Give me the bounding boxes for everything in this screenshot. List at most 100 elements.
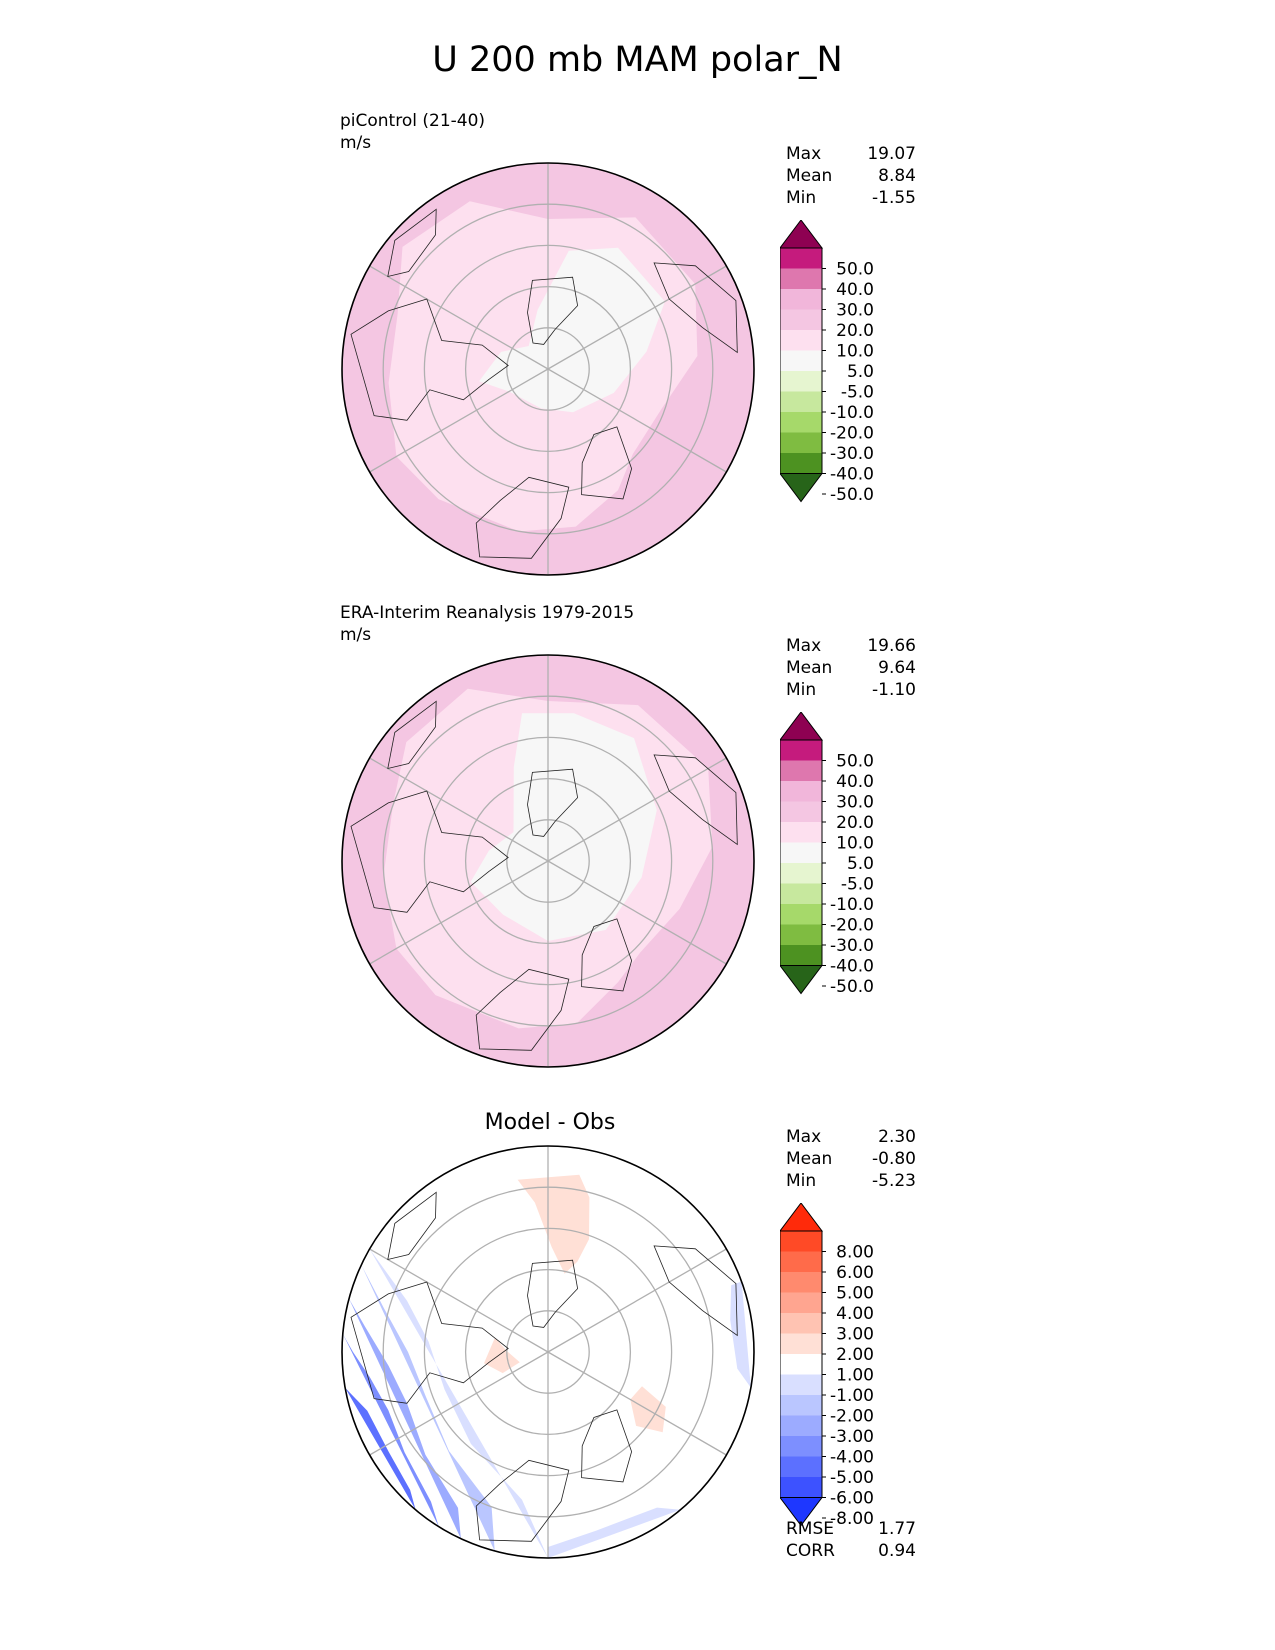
longitude-line <box>369 265 549 370</box>
panel-2-colorbar: 50.040.030.020.010.05.0-5.0-10.0-20.0-30… <box>780 712 874 996</box>
colorbar-tick-label: -4.00 <box>830 1448 874 1468</box>
colorbar-bin <box>780 904 822 925</box>
coastline <box>350 1281 509 1404</box>
coastline <box>387 700 437 770</box>
panel-2-header: ERA-Interim Reanalysis 1979-2015 m/s <box>340 602 634 646</box>
colorbar-extend-max <box>780 220 823 249</box>
colorbar-bin <box>780 924 822 946</box>
longitude-line <box>369 1248 549 1353</box>
colorbar-frame <box>780 247 823 474</box>
stat-label: Min <box>786 680 817 700</box>
stat-value: -0.80 <box>872 1149 916 1169</box>
colorbar-tick-label: -5.00 <box>830 1468 874 1488</box>
map-field <box>342 163 754 575</box>
panel-1-units: m/s <box>340 133 372 153</box>
colorbar-bin <box>780 1333 822 1355</box>
longitude-line <box>547 265 727 370</box>
colorbar-bin <box>780 883 822 905</box>
colorbar-tick-label: -8.00 <box>830 1509 874 1528</box>
colorbar-extend-max <box>780 1203 823 1232</box>
colorbar-tick-label: -20.0 <box>830 916 874 936</box>
contour-neg5-5 <box>470 713 657 941</box>
colorbar-bin <box>780 371 822 392</box>
colorbar-bin <box>780 412 822 433</box>
colorbar-bin <box>780 1251 822 1273</box>
map-boundary <box>341 1145 755 1559</box>
stat-value: 9.64 <box>878 658 916 678</box>
contour-neg2-neg1-europe <box>548 1507 681 1558</box>
colorbar-tick-label: -2.00 <box>830 1407 874 1427</box>
contour-pos1-2-pacific <box>517 1174 590 1274</box>
colorbar-tick-label: -50.0 <box>830 977 874 996</box>
coastline <box>653 1245 738 1337</box>
colorbar-bin <box>780 1313 822 1334</box>
colorbar-tick-label: 40.0 <box>836 772 874 792</box>
colorbar-bin <box>780 945 822 966</box>
longitude-line <box>547 1248 727 1353</box>
panel-1-stats: Max 19.07 Mean 8.84 Min -1.55 <box>786 143 916 209</box>
longitude-line <box>547 757 727 862</box>
colorbar-tick-label: 4.00 <box>836 1304 874 1324</box>
colorbar-tick-label: 2.00 <box>836 1345 874 1365</box>
colorbar-tick-label: 50.0 <box>836 752 874 772</box>
coastline <box>475 968 570 1051</box>
stat-label: Mean <box>786 658 833 678</box>
colorbar-tick-label: -20.0 <box>830 424 874 444</box>
stat-label: Mean <box>786 1149 833 1169</box>
colorbar-bin <box>780 863 822 884</box>
coastline <box>527 276 579 345</box>
panel-3-colorbar: 8.006.005.004.003.002.001.00-1.00-2.00-3… <box>780 1203 874 1528</box>
colorbar-tick-label: 3.00 <box>836 1325 874 1345</box>
colorbar-tick-label: -10.0 <box>830 895 874 915</box>
contour-pos1-2-canada <box>484 1337 520 1374</box>
panel-2-title: ERA-Interim Reanalysis 1979-2015 <box>340 603 635 623</box>
coastline <box>581 426 633 500</box>
coastline <box>475 476 570 559</box>
metric-label: CORR <box>786 1541 835 1561</box>
colorbar-tick-label: -5.0 <box>841 383 874 403</box>
stat-label: Mean <box>786 166 833 186</box>
map-boundary <box>341 162 755 576</box>
colorbar-tick-label: -40.0 <box>830 957 874 977</box>
coastline <box>581 1409 633 1483</box>
colorbar-tick-label: 30.0 <box>836 301 874 321</box>
colorbar-bin <box>780 1374 822 1396</box>
colorbar-bin <box>780 1395 822 1416</box>
stat-label: Max <box>786 1127 822 1147</box>
panel-3-polar-map <box>341 1145 755 1559</box>
colorbar-tick-label: -40.0 <box>830 465 874 485</box>
metric-value: 0.94 <box>878 1541 916 1561</box>
colorbar-bin <box>780 432 822 454</box>
stat-value: -1.55 <box>872 188 916 208</box>
coastline <box>350 790 509 913</box>
colorbar-tick-label: -30.0 <box>830 936 874 956</box>
longitude-line <box>547 860 727 965</box>
panel-1-header: piControl (21-40) m/s <box>340 110 485 154</box>
colorbar-tick-label: 8.00 <box>836 1243 874 1263</box>
coastline <box>387 208 437 278</box>
colorbar-bin <box>780 1354 822 1375</box>
stat-label: Min <box>786 188 817 208</box>
panel-1-title: piControl (21-40) <box>340 111 486 131</box>
longitude-line <box>369 1351 549 1456</box>
contour-neg5-neg4 <box>342 1334 439 1527</box>
contour-neg4-neg3 <box>349 1298 461 1539</box>
colorbar-tick-label: 5.0 <box>847 362 874 382</box>
colorbar-frame <box>780 1230 823 1498</box>
panel-1-polar-map <box>341 162 755 576</box>
map-boundary <box>341 654 755 1068</box>
colorbar-bin <box>780 760 822 782</box>
colorbar-tick-label: 1.00 <box>836 1366 874 1386</box>
contour-neg3-neg2 <box>361 1264 495 1551</box>
stat-value: -5.23 <box>872 1171 916 1191</box>
contour-neg2-neg1-asia <box>730 1281 751 1388</box>
metric-label: RMSE <box>786 1519 835 1539</box>
colorbar-extend-max <box>780 712 823 741</box>
colorbar-tick-label: 5.0 <box>847 854 874 874</box>
colorbar-bin <box>780 330 822 351</box>
colorbar-bin <box>780 309 822 331</box>
panel-2-stats: Max 19.66 Mean 9.64 Min -1.10 <box>786 635 916 701</box>
colorbar-tick-label: -50.0 <box>830 485 874 504</box>
coastline <box>475 1459 570 1542</box>
coastline <box>581 918 633 992</box>
